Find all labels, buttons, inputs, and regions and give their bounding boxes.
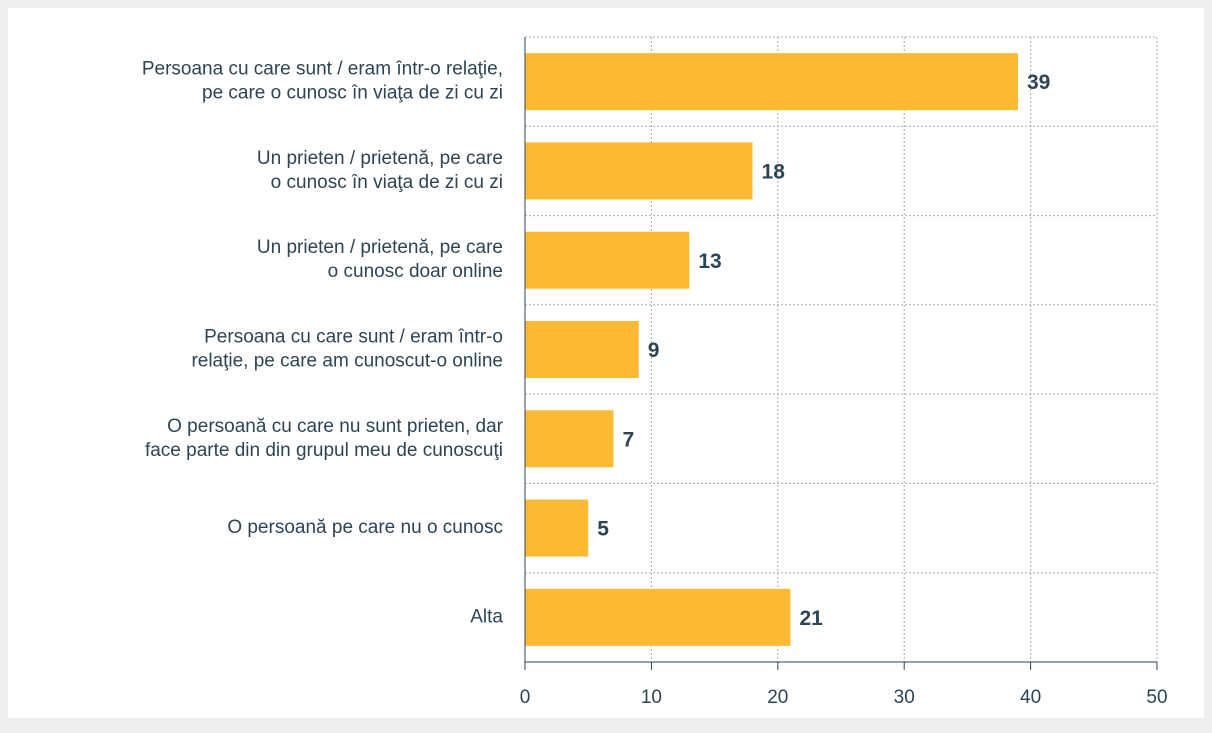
bar bbox=[525, 142, 753, 200]
y-tick-label-line: face parte din din grupul meu de cunoscu… bbox=[145, 440, 503, 461]
y-tick-label: Un prieten / prietenă, pe care o cunosc d… bbox=[257, 237, 503, 282]
y-tick-label: Persoana cu care sunt / eram într-o relaţ… bbox=[191, 327, 503, 372]
y-tick-label-line: Alta bbox=[470, 606, 503, 627]
x-tick-label: 0 bbox=[520, 687, 531, 708]
y-tick-label-line: relaţie, pe care am cunoscut-o online bbox=[191, 351, 503, 372]
y-tick-label-line: O persoană pe care nu o cunosc bbox=[227, 517, 503, 538]
x-tick-label: 40 bbox=[1020, 687, 1041, 708]
y-tick-label-line: O persoană cu care nu sunt prieten, dar bbox=[167, 416, 504, 437]
value-label: 21 bbox=[799, 607, 823, 630]
bar bbox=[525, 53, 1018, 111]
bar bbox=[525, 588, 791, 646]
y-tick-label-line: pe care o cunosc în viaţa de zi cu zi bbox=[202, 83, 503, 104]
y-tick-label: O persoană pe care nu o cunosc bbox=[227, 517, 503, 538]
y-tick-label-line: Persoana cu care sunt / eram într-o rela… bbox=[142, 59, 503, 80]
x-tick-label: 30 bbox=[894, 687, 915, 708]
y-tick-label: Un prieten / prietenă, pe care o cunosc î… bbox=[257, 148, 503, 193]
y-tick-label: Persoana cu care sunt / eram într-o rela… bbox=[142, 59, 503, 104]
value-label: 18 bbox=[762, 160, 786, 183]
x-tick-label: 50 bbox=[1146, 687, 1167, 708]
value-label: 39 bbox=[1027, 71, 1050, 94]
y-tick-label-line: o cunosc în viaţa de zi cu zi bbox=[271, 172, 503, 193]
value-label: 5 bbox=[597, 518, 609, 541]
value-label: 13 bbox=[698, 250, 721, 273]
value-label: 9 bbox=[648, 339, 660, 362]
y-tick-label-line: o cunosc doar online bbox=[328, 261, 503, 282]
bar bbox=[525, 321, 639, 378]
bar bbox=[525, 231, 690, 289]
y-tick-label-line: Un prieten / prietenă, pe care bbox=[257, 148, 503, 169]
bar bbox=[525, 499, 589, 557]
bar bbox=[525, 410, 614, 468]
y-tick-label-line: Persoana cu care sunt / eram într-o bbox=[204, 327, 503, 348]
value-label: 7 bbox=[622, 428, 634, 451]
y-tick-label: O persoană cu care nu sunt prieten, dar f… bbox=[145, 416, 504, 461]
y-tick-label: Alta bbox=[470, 606, 503, 627]
y-tick-label-line: Un prieten / prietenă, pe care bbox=[257, 237, 503, 258]
x-tick-label: 10 bbox=[641, 687, 662, 708]
x-tick-label: 20 bbox=[767, 687, 788, 708]
